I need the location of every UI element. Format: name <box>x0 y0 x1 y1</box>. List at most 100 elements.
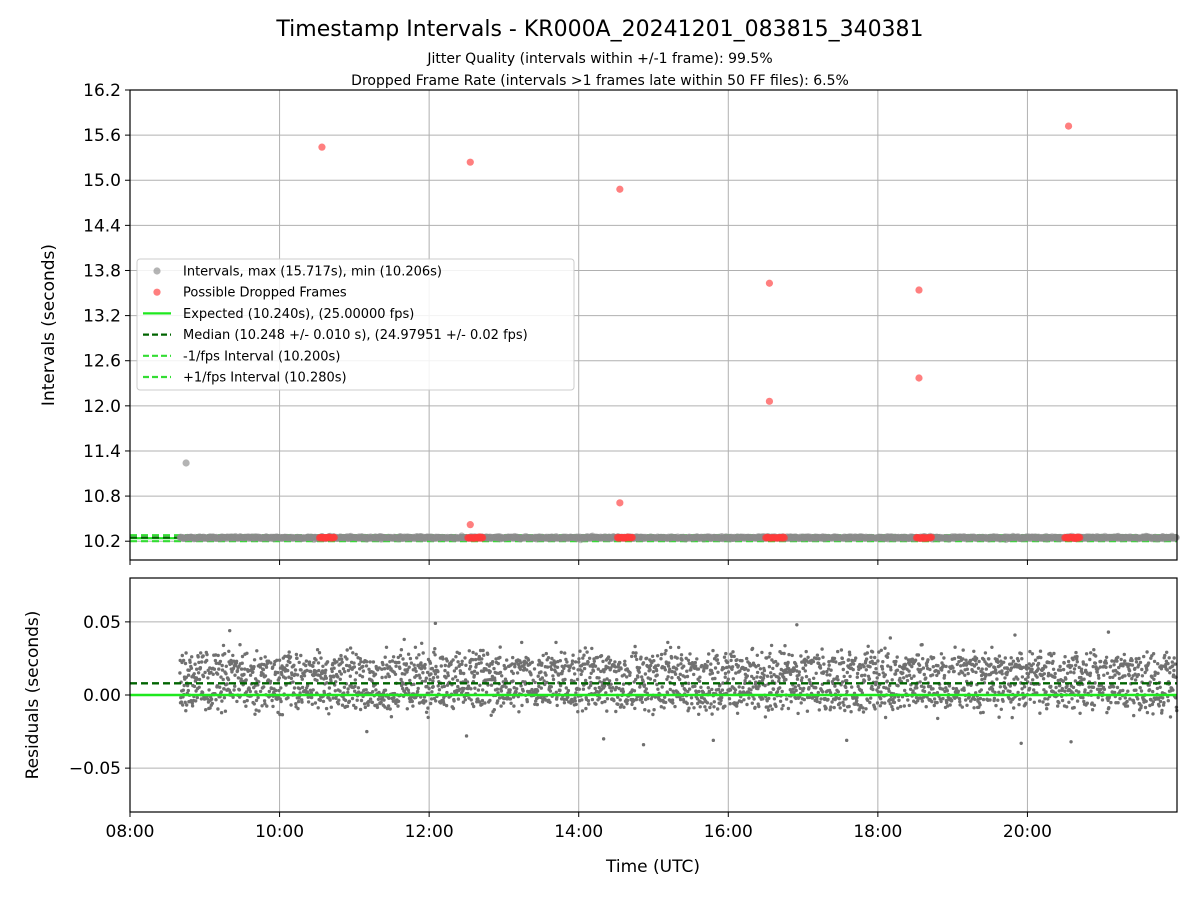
residual-point <box>296 706 300 711</box>
residual-point <box>419 661 423 665</box>
residual-point <box>824 706 828 710</box>
residual-point <box>803 669 807 673</box>
residual-point <box>558 688 562 692</box>
residual-point <box>498 655 502 660</box>
residual-point <box>728 702 732 706</box>
residual-point <box>758 667 763 671</box>
residual-point <box>405 707 409 711</box>
residual-point <box>555 665 560 669</box>
residual-point <box>298 687 302 691</box>
residual-point <box>609 689 614 693</box>
residual-point <box>263 674 268 678</box>
residual-point <box>572 666 576 670</box>
residual-point <box>625 675 629 679</box>
residual-point <box>182 683 186 688</box>
residual-point <box>446 673 450 678</box>
residual-point <box>407 665 411 669</box>
residual-point <box>778 686 782 690</box>
residual-point <box>231 695 235 699</box>
residual-point <box>821 690 825 694</box>
residual-point <box>430 666 434 671</box>
residual-point <box>537 684 541 689</box>
residual-point <box>306 695 310 699</box>
residual-point <box>807 686 811 690</box>
residual-point <box>414 669 418 673</box>
residual-point <box>656 687 660 691</box>
residual-point <box>432 650 436 654</box>
residual-point <box>441 657 445 661</box>
residual-point <box>589 671 593 675</box>
residual-point <box>286 696 290 700</box>
residual-point <box>816 690 820 695</box>
residual-point <box>603 699 607 704</box>
residual-point <box>324 706 329 711</box>
residual-point <box>753 705 757 710</box>
residual-point <box>602 678 606 682</box>
residual-point <box>286 668 290 673</box>
residual-point <box>480 698 485 703</box>
residual-point <box>358 707 363 712</box>
residual-point <box>348 646 353 650</box>
residual-point <box>842 674 846 679</box>
residual-point <box>735 711 740 715</box>
residual-point <box>844 685 848 690</box>
legend-box <box>136 258 575 391</box>
residual-point <box>352 665 357 669</box>
residual-point <box>317 668 321 673</box>
residual-point <box>468 664 473 669</box>
residual-point <box>195 667 199 671</box>
residual-point <box>343 698 348 703</box>
residual-point <box>643 672 648 676</box>
residual-point <box>287 650 291 654</box>
residual-point <box>784 677 788 682</box>
residual-point <box>262 685 266 689</box>
residual-point <box>481 648 485 653</box>
residual-point <box>829 668 833 672</box>
residual-point <box>545 680 549 685</box>
residual-point <box>338 669 342 674</box>
residual-point <box>339 657 344 661</box>
residual-point <box>435 675 440 679</box>
residual-point <box>777 676 781 680</box>
residual-point <box>277 658 282 662</box>
residual-point <box>336 702 341 706</box>
residual-point <box>478 683 482 687</box>
residual-point <box>550 656 554 661</box>
residual-point <box>201 674 206 679</box>
residual-point <box>727 697 732 701</box>
residual-point <box>486 652 490 656</box>
residual-point <box>616 695 620 699</box>
residual-point <box>586 699 591 703</box>
residual-point <box>433 672 438 676</box>
residual-point <box>769 643 774 648</box>
residual-point <box>509 701 513 705</box>
residual-point <box>587 702 591 706</box>
residual-point <box>269 686 274 691</box>
residual-point <box>576 710 580 714</box>
residual-point <box>340 660 344 664</box>
residual-point <box>428 661 433 665</box>
residual-point <box>375 705 380 710</box>
residual-point <box>198 666 203 670</box>
residual-point <box>832 656 837 661</box>
residual-point <box>699 685 703 689</box>
residual-point <box>666 664 671 668</box>
residual-point <box>186 673 191 677</box>
residual-point <box>668 687 672 692</box>
residual-point <box>670 676 674 680</box>
residual-point <box>743 679 747 683</box>
residual-point <box>530 660 534 664</box>
residual-point <box>636 675 640 679</box>
residual-point <box>472 669 477 673</box>
residual-point <box>584 706 588 711</box>
residual-point <box>295 673 300 677</box>
intervals-y-ticks: 10.210.811.412.012.613.213.814.415.015.6… <box>83 81 130 552</box>
residual-point <box>383 655 387 659</box>
residual-point <box>729 658 733 663</box>
residual-point <box>220 699 224 703</box>
residual-point <box>451 658 455 662</box>
residual-point <box>248 689 252 694</box>
residuals-panel: −0.050.000.05 08:00 10:00 12:00 14:00 16:00 1… <box>23 577 1179 877</box>
residual-point <box>745 702 749 707</box>
dropped-frame-point <box>318 143 326 151</box>
